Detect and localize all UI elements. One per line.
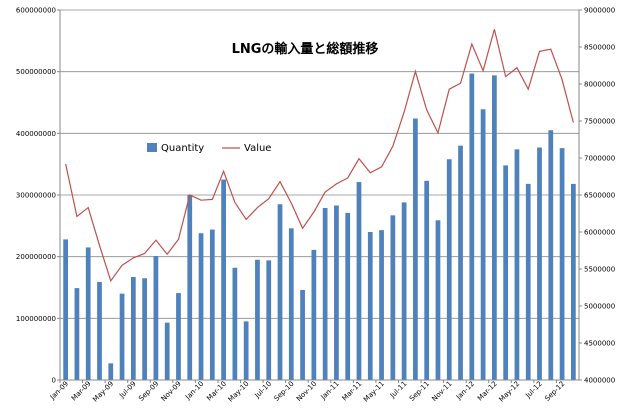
left-tick-label: 100000000 (16, 315, 56, 323)
quantity-bar (243, 321, 249, 380)
quantity-bar (277, 204, 283, 380)
quantity-bar (142, 278, 147, 380)
quantity-bar (435, 220, 441, 380)
value-line-path (65, 29, 574, 283)
quantity-bar (548, 130, 554, 380)
quantity-bar (492, 75, 497, 380)
quantity-bar (413, 118, 418, 381)
quantity-bar (255, 259, 260, 380)
quantity-bar (266, 260, 272, 380)
quantity-bar (232, 267, 238, 380)
quantity-bar (537, 147, 542, 380)
chart-title: LNGの輸入量と総額推移 (232, 41, 379, 57)
right-tick-label: 5500000 (584, 266, 615, 274)
quantity-bar (97, 281, 102, 380)
quantity-bar (187, 195, 193, 380)
legend-quantity-swatch (147, 143, 157, 152)
quantity-bar (503, 165, 509, 380)
quantity-bar (480, 109, 486, 381)
quantity-bar (525, 183, 531, 380)
left-tick-label: 600000000 (16, 7, 56, 15)
quantity-bar (367, 232, 373, 380)
quantity-bar (424, 180, 430, 380)
legend-value-label: Value (244, 143, 271, 154)
legend-quantity-label: Quantity (161, 143, 204, 154)
right-tick-label: 7500000 (584, 118, 615, 126)
value-line (65, 29, 574, 283)
quantity-bar (198, 233, 204, 380)
quantity-bar (63, 239, 69, 380)
quantity-bar (176, 293, 181, 380)
left-axis-ticks: 0 100000000 200000000 300000000 400000000 500… (16, 7, 60, 385)
quantity-bar (221, 179, 226, 380)
quantity-bar (164, 322, 170, 380)
right-tick-label: 4000000 (584, 377, 615, 385)
quantity-bar (345, 212, 351, 380)
right-tick-label: 8000000 (584, 81, 615, 89)
right-tick-label: 8500000 (584, 44, 615, 52)
quantity-bar (108, 363, 114, 380)
right-tick-label: 6500000 (584, 192, 615, 200)
left-tick-label: 500000000 (16, 68, 56, 76)
quantity-bar (322, 207, 328, 380)
quantity-bar (401, 202, 407, 380)
quantity-bars (63, 73, 576, 381)
right-tick-label: 7000000 (584, 155, 615, 163)
right-tick-label: 6000000 (584, 229, 615, 237)
quantity-bar (559, 148, 565, 380)
quantity-bar (356, 182, 362, 380)
quantity-bar (209, 229, 215, 380)
left-tick-label: 300000000 (16, 192, 56, 200)
legend: Quantity Value (147, 143, 271, 154)
left-tick-label: 0 (52, 377, 56, 385)
quantity-bar (119, 293, 125, 380)
quantity-bar (390, 215, 396, 380)
right-tick-label: 4500000 (584, 340, 615, 348)
quantity-bar (379, 230, 384, 380)
right-axis-ticks: 4000000 4500000 5000000 5500000 6000000 65000… (579, 7, 615, 385)
quantity-bar (334, 205, 339, 380)
right-tick-label: 9000000 (584, 7, 615, 15)
quantity-bar (300, 289, 305, 380)
quantity-bar (469, 73, 475, 381)
right-tick-label: 5000000 (584, 303, 615, 311)
quantity-bar (458, 145, 463, 380)
quantity-bar (85, 247, 91, 380)
quantity-bar (570, 183, 576, 380)
quantity-bar (288, 228, 294, 380)
quantity-bar (311, 249, 317, 380)
left-tick-label: 400000000 (16, 130, 56, 138)
quantity-bar (446, 159, 452, 380)
quantity-bar (153, 256, 159, 380)
left-tick-label: 200000000 (16, 253, 56, 261)
quantity-bar (130, 277, 136, 380)
quantity-bar (74, 288, 80, 380)
quantity-bar (514, 149, 520, 380)
